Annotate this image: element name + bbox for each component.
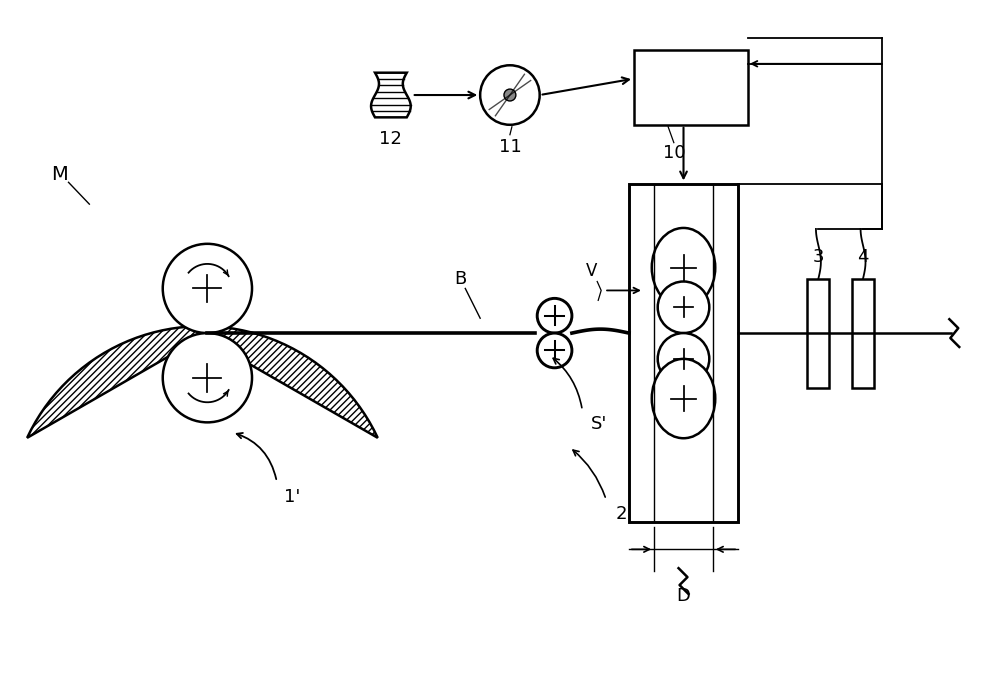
Text: 11: 11 bbox=[499, 138, 521, 155]
Ellipse shape bbox=[652, 359, 715, 438]
Polygon shape bbox=[27, 326, 378, 438]
Text: 3: 3 bbox=[813, 248, 824, 266]
Text: 4: 4 bbox=[857, 248, 869, 266]
Bar bbox=[629, 184, 738, 522]
Circle shape bbox=[537, 299, 572, 333]
Text: M: M bbox=[51, 165, 68, 184]
Text: D: D bbox=[677, 587, 690, 605]
Circle shape bbox=[537, 333, 572, 368]
Text: 2: 2 bbox=[615, 504, 627, 523]
Text: S': S' bbox=[591, 416, 607, 433]
Bar bbox=[852, 279, 874, 387]
Polygon shape bbox=[371, 73, 411, 118]
Text: 10: 10 bbox=[663, 144, 685, 162]
Circle shape bbox=[163, 333, 252, 422]
Circle shape bbox=[658, 333, 709, 385]
Ellipse shape bbox=[652, 228, 715, 308]
Text: B: B bbox=[454, 270, 466, 288]
Text: 1': 1' bbox=[284, 488, 300, 506]
Circle shape bbox=[480, 65, 540, 125]
Text: 12: 12 bbox=[379, 130, 402, 148]
Circle shape bbox=[504, 89, 516, 101]
Bar bbox=[634, 50, 748, 125]
Bar bbox=[807, 279, 829, 387]
Circle shape bbox=[658, 281, 709, 333]
Text: V: V bbox=[586, 261, 597, 279]
Circle shape bbox=[163, 244, 252, 333]
